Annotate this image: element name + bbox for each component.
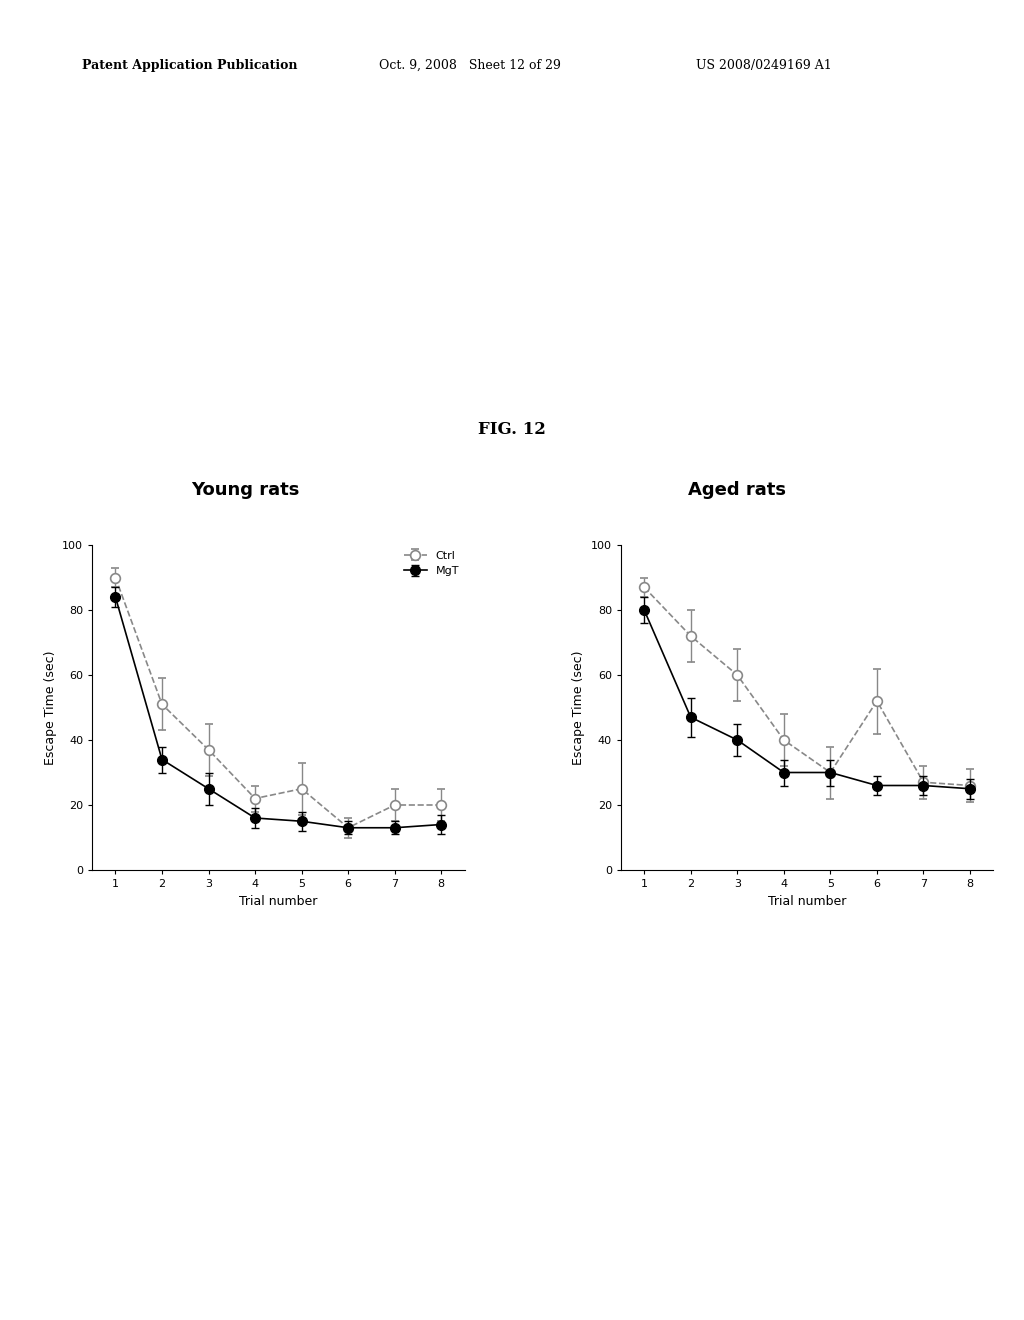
- X-axis label: Trial number: Trial number: [768, 895, 846, 908]
- Legend: Ctrl, MgT: Ctrl, MgT: [404, 550, 459, 576]
- Text: Young rats: Young rats: [191, 480, 300, 499]
- Y-axis label: Escape Time (sec): Escape Time (sec): [44, 651, 56, 764]
- Text: US 2008/0249169 A1: US 2008/0249169 A1: [696, 58, 833, 71]
- Text: Aged rats: Aged rats: [688, 480, 786, 499]
- Text: FIG. 12: FIG. 12: [478, 421, 546, 438]
- Y-axis label: Escape Time (sec): Escape Time (sec): [572, 651, 586, 764]
- X-axis label: Trial number: Trial number: [240, 895, 317, 908]
- Text: Oct. 9, 2008   Sheet 12 of 29: Oct. 9, 2008 Sheet 12 of 29: [379, 58, 561, 71]
- Text: Patent Application Publication: Patent Application Publication: [82, 58, 297, 71]
